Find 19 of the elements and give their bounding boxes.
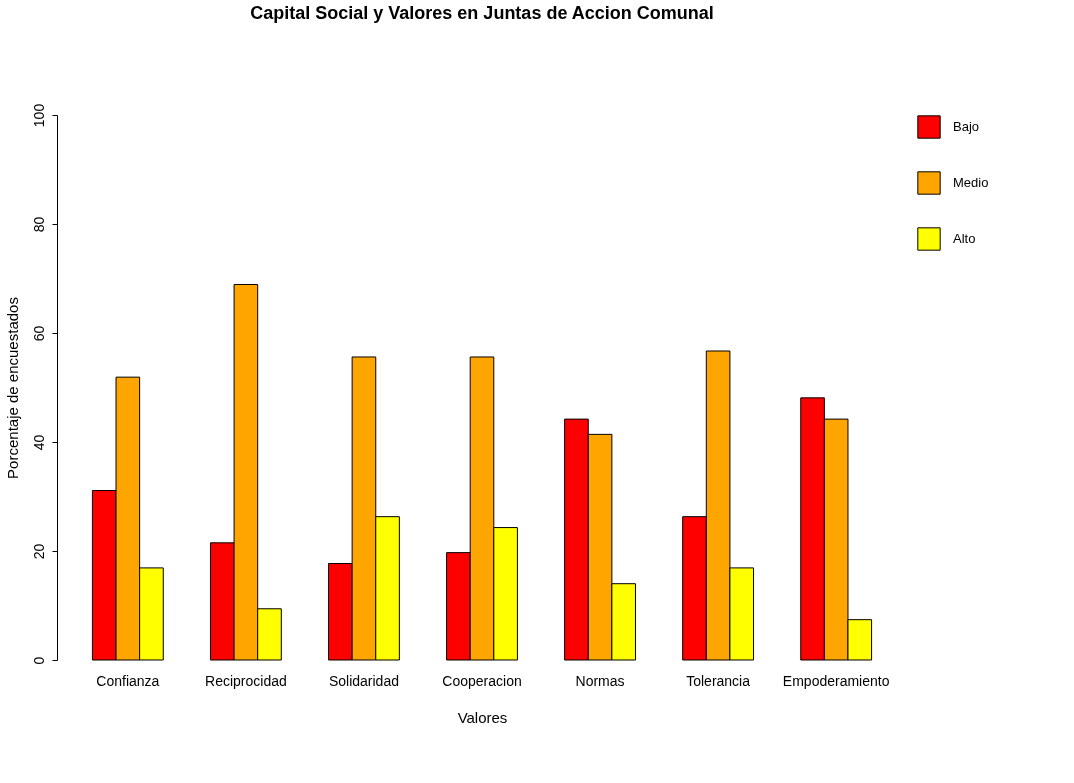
x-axis-title: Valores bbox=[457, 708, 508, 726]
y-tick-label: 100 bbox=[30, 103, 47, 128]
y-tick-label: 80 bbox=[30, 216, 47, 233]
y-tick-label: 20 bbox=[30, 543, 47, 560]
x-tick-label: Reciprocidad bbox=[205, 672, 287, 689]
x-tick-label: Confianza bbox=[96, 672, 160, 689]
x-tick-label: Solidaridad bbox=[328, 672, 399, 689]
chart-title: Capital Social y Valores en Juntas de Accion Comunal bbox=[250, 3, 714, 24]
legend-label: Medio bbox=[953, 175, 989, 190]
y-tick-label: 40 bbox=[30, 434, 47, 451]
y-tick-label: 0 bbox=[30, 656, 47, 665]
x-tick-label: Empoderamiento bbox=[782, 672, 890, 689]
y-axis-title: Porcentaje de encuestados bbox=[3, 297, 21, 479]
x-tick-label: Normas bbox=[575, 672, 625, 689]
x-tick-label: Cooperacion bbox=[442, 672, 522, 689]
legend-label: Bajo bbox=[953, 119, 980, 134]
y-tick-label: 60 bbox=[30, 325, 47, 342]
legend-label: Alto bbox=[953, 231, 976, 246]
x-tick-label: Tolerancia bbox=[686, 672, 751, 689]
